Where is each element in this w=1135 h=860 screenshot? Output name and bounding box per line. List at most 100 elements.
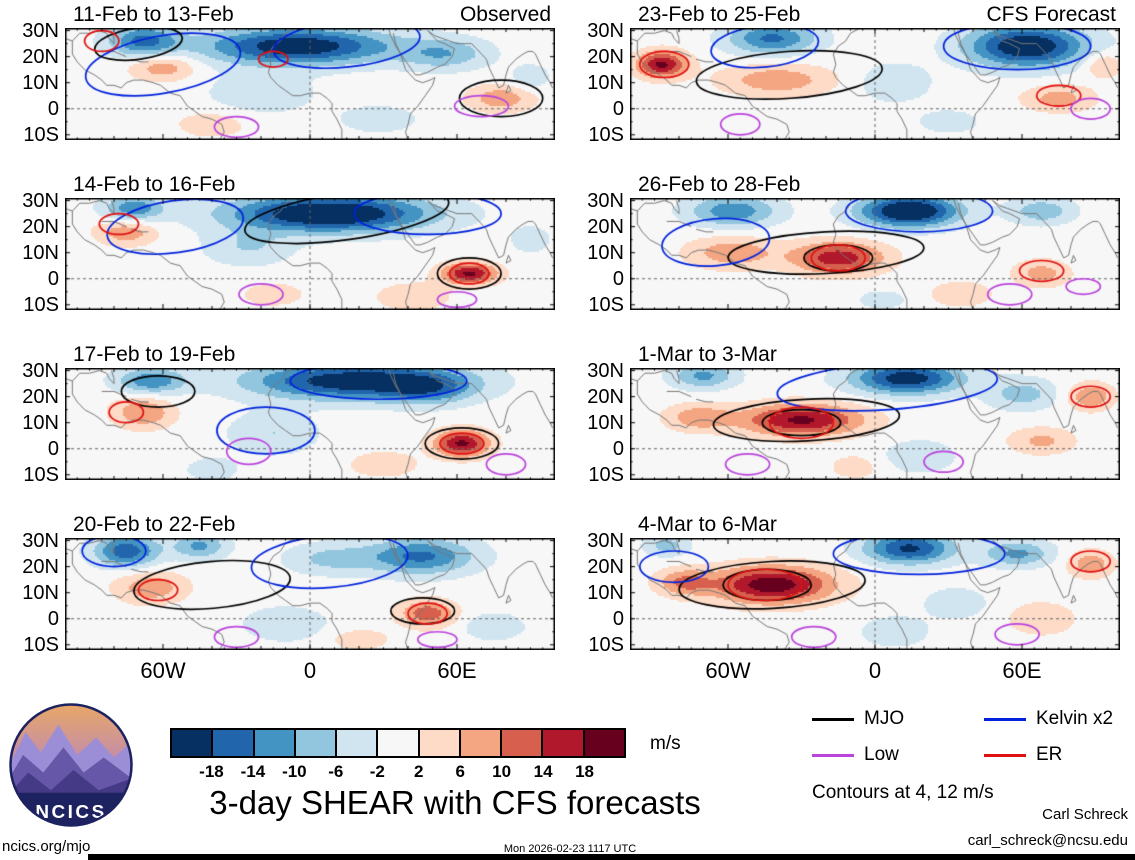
lon-axis-label: 60E [1002, 658, 1042, 683]
colorbar-tick-label: 2 [413, 762, 424, 781]
colorbar [170, 728, 626, 758]
lat-axis-label: 20N [22, 45, 59, 68]
panel-title: 14-Feb to 16-Feb [73, 173, 236, 196]
legend-label: ER [1036, 744, 1063, 765]
colorbar-swatch [584, 730, 624, 756]
legend-item-er: ER [984, 744, 1132, 766]
lon-axis-label: 0 [303, 658, 317, 683]
colorbar-tick-label: 6 [455, 762, 465, 781]
colorbar-tick-label: -18 [199, 762, 224, 781]
panel-title: 26-Feb to 28-Feb [638, 173, 801, 196]
logo-text: NCICS [35, 802, 106, 823]
generation-timestamp: Mon 2026-02-23 1117 UTC [503, 843, 637, 855]
map-panel-canvas [65, 538, 555, 650]
map-panel-canvas [630, 368, 1120, 480]
lat-axis-label: 10N [587, 241, 624, 264]
lat-axis-label: 10N [22, 241, 59, 264]
panel-title: 11-Feb to 13-Feb [73, 3, 234, 26]
lat-axis-label: 0 [47, 607, 59, 630]
colorbar-swatch [172, 730, 214, 756]
bottom-bar [88, 854, 1135, 860]
lat-axis-label: 10N [22, 71, 59, 94]
lat-axis-label: 30N [22, 359, 59, 382]
legend-item-kelvin: Kelvin x2 [984, 708, 1132, 730]
map-panel-canvas [630, 198, 1120, 310]
panel-title: 20-Feb to 22-Feb [73, 513, 236, 536]
map-panel-canvas [65, 198, 555, 310]
mjo-line-sample [812, 717, 854, 721]
lat-axis-label: 10S [588, 463, 624, 486]
colorbar-units-label: m/s [650, 733, 681, 754]
lon-axis-label: 0 [868, 658, 882, 683]
colorbar-swatch [254, 730, 296, 756]
kelvin-line-sample [984, 717, 1026, 721]
logo-ring [9, 703, 133, 827]
map-panel-canvas [65, 28, 555, 140]
panel-title: 17-Feb to 19-Feb [73, 343, 236, 366]
lat-axis-label: 10S [588, 293, 624, 316]
panel-title: 1-Mar to 3-Mar [638, 343, 777, 366]
legend: MJO Kelvin x2 Low ER [812, 708, 1132, 766]
colorbar-tick-label: -2 [369, 762, 385, 781]
lat-axis-label: 30N [587, 529, 624, 552]
lat-axis-label: 10S [588, 123, 624, 146]
lat-axis-label: 10S [23, 123, 59, 146]
figure-title: 3-day SHEAR with CFS forecasts [209, 784, 701, 821]
lat-axis-label: 10N [22, 581, 59, 604]
legend-label: Kelvin x2 [1036, 708, 1114, 729]
colorbar-swatch [337, 730, 379, 756]
legend-label: MJO [864, 708, 905, 729]
lat-axis-label: 0 [612, 267, 624, 290]
map-panel-canvas [630, 28, 1120, 140]
colorbar-swatch [378, 730, 420, 756]
panel-title: 23-Feb to 25-Feb [638, 3, 801, 26]
colorbar-tick-label: -10 [282, 762, 307, 781]
map-panel-canvas [65, 368, 555, 480]
lat-axis-label: 30N [587, 359, 624, 382]
lat-axis-label: 20N [587, 45, 624, 68]
legend-label: Low [864, 744, 899, 765]
lat-axis-label: 0 [47, 267, 59, 290]
lat-axis-label: 20N [587, 215, 624, 238]
lat-axis-label: 0 [612, 97, 624, 120]
colorbar-labels: -18 -14 -10 -6 -2 2 6 10 14 18 [170, 762, 626, 782]
lat-axis-label: 30N [587, 189, 624, 212]
er-line-sample [984, 753, 1026, 757]
lat-axis-label: 10S [23, 463, 59, 486]
lon-axis-label: 60W [140, 658, 186, 683]
lat-axis-label: 10N [22, 411, 59, 434]
colorbar-tick-label: 18 [575, 762, 594, 781]
legend-item-low: Low [812, 744, 984, 766]
lat-axis-label: 10S [23, 633, 59, 656]
lat-axis-label: 0 [47, 97, 59, 120]
lat-axis-label: 0 [612, 607, 624, 630]
colorbar-swatch [213, 730, 255, 756]
low-line-sample [812, 753, 854, 757]
lat-axis-label: 10N [587, 71, 624, 94]
panel-corner-label: CFS Forecast [986, 3, 1116, 26]
colorbar-tick-label: -6 [328, 762, 344, 781]
lat-axis-label: 20N [587, 385, 624, 408]
colorbar-swatch [543, 730, 585, 756]
panel-title: 4-Mar to 6-Mar [638, 513, 777, 536]
colorbar-swatch [295, 730, 338, 756]
lat-axis-label: 0 [47, 437, 59, 460]
contour-note: Contours at 4, 12 m/s [812, 782, 994, 803]
colorbar-swatch [419, 730, 461, 756]
lat-axis-label: 10N [587, 411, 624, 434]
lat-axis-label: 20N [587, 555, 624, 578]
lat-axis-label: 10N [587, 581, 624, 604]
lat-axis-label: 10S [23, 293, 59, 316]
ncics-logo: NCICS [9, 703, 133, 827]
lat-axis-label: 20N [22, 555, 59, 578]
author-email: carl_schreck@ncsu.edu [967, 832, 1128, 849]
author-credit: Carl Schreck [1042, 806, 1128, 823]
map-panel-canvas [630, 538, 1120, 650]
colorbar-tick-label: 14 [533, 762, 553, 781]
lat-axis-label: 30N [22, 189, 59, 212]
lon-axis-label: 60W [705, 658, 751, 683]
lon-axis-label: 60E [437, 658, 477, 683]
lat-axis-label: 20N [22, 385, 59, 408]
colorbar-tick-label: -14 [240, 762, 266, 781]
